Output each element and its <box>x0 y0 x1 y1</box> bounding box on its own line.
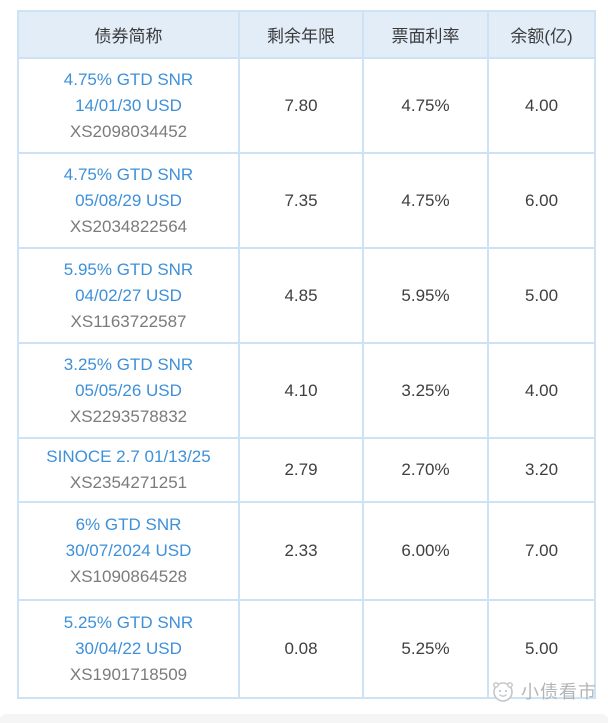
bond-name-cell: 3.25% GTD SNR 05/05/26 USD XS2293578832 <box>17 342 240 439</box>
remaining-years-value: 7.80 <box>238 57 364 154</box>
coupon-rate-value: 6.00% <box>362 501 489 601</box>
coupon-rate-value: 5.25% <box>362 599 489 699</box>
table-row: 3.25% GTD SNR 05/05/26 USD XS2293578832 … <box>17 342 596 439</box>
table-row: 4.75% GTD SNR 14/01/30 USD XS2098034452 … <box>17 57 596 154</box>
balance-value: 4.00 <box>487 342 596 439</box>
bond-isin: XS1090864528 <box>69 567 188 586</box>
coupon-rate-value: 4.75% <box>362 57 489 154</box>
bond-name-cell: 4.75% GTD SNR 14/01/30 USD XS2098034452 <box>17 57 240 154</box>
balance-value: 5.00 <box>487 599 596 699</box>
coupon-rate-value: 2.70% <box>362 437 489 503</box>
remaining-years-value: 7.35 <box>238 152 364 249</box>
balance-value: 7.00 <box>487 501 596 601</box>
bond-name-cell: 6% GTD SNR 30/07/2024 USD XS1090864528 <box>17 501 240 601</box>
table-row: 4.75% GTD SNR 05/08/29 USD XS2034822564 … <box>17 152 596 249</box>
coupon-rate-value: 5.95% <box>362 247 489 344</box>
bond-name-link[interactable]: 4.75% GTD SNR 05/08/29 USD <box>63 164 194 210</box>
bond-name-cell: SINOCE 2.7 01/13/25 XS2354271251 <box>17 437 240 503</box>
bond-isin: XS1901718509 <box>69 665 188 684</box>
remaining-years-value: 2.33 <box>238 501 364 601</box>
table-row: SINOCE 2.7 01/13/25 XS2354271251 2.79 2.… <box>17 437 596 503</box>
bond-name-cell: 5.25% GTD SNR 30/04/22 USD XS1901718509 <box>17 599 240 699</box>
bond-isin: XS2034822564 <box>69 216 188 236</box>
bond-name-link[interactable]: 5.25% GTD SNR 30/04/22 USD <box>63 613 194 658</box>
header-remaining-years: 剩余年限 <box>238 10 364 59</box>
header-coupon-rate: 票面利率 <box>362 10 489 59</box>
bond-name-link[interactable]: SINOCE 2.7 01/13/25 <box>46 447 211 466</box>
bond-isin: XS1163722587 <box>70 311 187 331</box>
coupon-rate-value: 3.25% <box>362 342 489 439</box>
bond-name-cell: 5.95% GTD SNR 04/02/27 USD XS1163722587 <box>17 247 240 344</box>
bond-name-link[interactable]: 3.25% GTD SNR 05/05/26 USD <box>63 354 194 400</box>
balance-value: 4.00 <box>487 57 596 154</box>
table-row: 5.95% GTD SNR 04/02/27 USD XS1163722587 … <box>17 247 596 344</box>
balance-value: 5.00 <box>487 247 596 344</box>
table-row: 6% GTD SNR 30/07/2024 USD XS1090864528 2… <box>17 501 596 601</box>
bond-name-link[interactable]: 5.95% GTD SNR 04/02/27 USD <box>63 259 194 305</box>
remaining-years-value: 0.08 <box>238 599 364 699</box>
remaining-years-value: 4.10 <box>238 342 364 439</box>
remaining-years-value: 2.79 <box>238 437 364 503</box>
bond-isin: XS2098034452 <box>69 121 188 141</box>
header-bond-name: 债券简称 <box>17 10 240 59</box>
bond-isin: XS2354271251 <box>69 473 188 492</box>
table-row: 5.25% GTD SNR 30/04/22 USD XS1901718509 … <box>17 599 596 699</box>
coupon-rate-value: 4.75% <box>362 152 489 249</box>
bottom-sheet-edge <box>0 714 608 723</box>
balance-value: 3.20 <box>487 437 596 503</box>
bond-name-link[interactable]: 6% GTD SNR 30/07/2024 USD <box>65 515 192 560</box>
bond-isin: XS2293578832 <box>69 406 188 426</box>
balance-value: 6.00 <box>487 152 596 249</box>
remaining-years-value: 4.85 <box>238 247 364 344</box>
bond-name-cell: 4.75% GTD SNR 05/08/29 USD XS2034822564 <box>17 152 240 249</box>
header-balance: 余额(亿) <box>487 10 596 59</box>
bond-table: 债券简称 剩余年限 票面利率 余额(亿) 4.75% GTD SNR 14/01… <box>17 10 596 699</box>
bond-name-link[interactable]: 4.75% GTD SNR 14/01/30 USD <box>63 69 194 115</box>
table-header-row: 债券简称 剩余年限 票面利率 余额(亿) <box>17 10 596 59</box>
